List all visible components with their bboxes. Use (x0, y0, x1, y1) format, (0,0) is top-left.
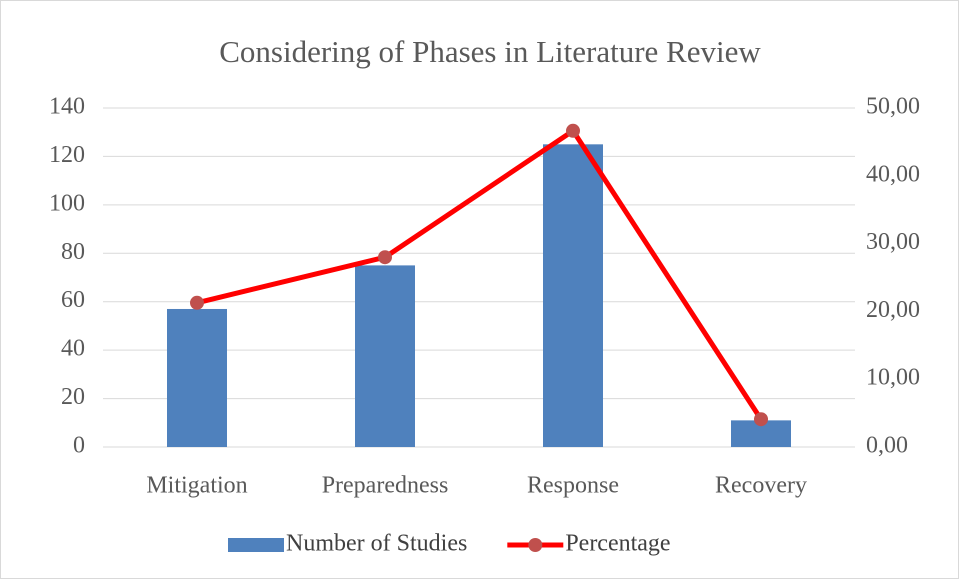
y-tick-label: 140 (49, 94, 85, 120)
x-tick-label: Recovery (715, 473, 807, 499)
bar (167, 308, 227, 447)
line-marker (754, 412, 768, 427)
legend-label: Number of Studies (286, 531, 467, 557)
y-tick-label: 20 (61, 384, 85, 410)
line-marker (378, 250, 392, 265)
y-tick-label: 100 (49, 190, 85, 216)
line-marker (566, 123, 580, 138)
legend-swatch (228, 538, 284, 552)
y-tick-label: 0 (73, 433, 85, 459)
line (196, 128, 764, 421)
chart-title: Considering of Phases in Literature Revi… (219, 34, 761, 69)
y-tick-label: 80 (61, 239, 85, 265)
y-tick-label: 40 (61, 336, 85, 362)
x-tick-label: Preparedness (322, 473, 449, 499)
y2-tick-label: 40,00 (866, 161, 920, 187)
bar (543, 144, 603, 448)
x-tick-label: Mitigation (146, 473, 247, 499)
y2-tick-label: 0,00 (866, 433, 908, 459)
line-marker (190, 295, 204, 310)
legend-label: Percentage (565, 531, 670, 557)
y2-tick-label: 10,00 (866, 365, 920, 391)
y2-tick-label: 30,00 (866, 229, 920, 255)
bar (355, 265, 415, 447)
y-tick-label: 60 (61, 287, 85, 313)
y2-tick-label: 20,00 (866, 297, 920, 323)
legend-swatch-marker (528, 538, 543, 552)
y2-tick-label: 50,00 (866, 94, 920, 120)
y-tick-label: 120 (49, 142, 85, 168)
x-tick-label: Response (527, 473, 619, 499)
